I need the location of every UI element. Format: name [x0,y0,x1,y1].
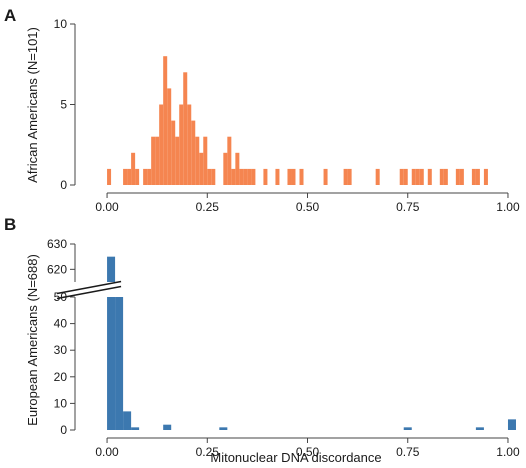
panel-a-bar [163,56,168,186]
panel-a-bar [251,168,256,185]
panel-a-x-tick-label: 0.25 [196,200,220,214]
panel-a-bar [427,168,432,185]
panel-b-y-tick-label: 40 [54,317,68,331]
panel-a-bar [131,152,136,185]
panel-b-bars [106,256,516,430]
panel-b-bar [115,297,124,430]
panel-a-bar [147,168,152,185]
panel-a-bar [403,168,408,185]
panel-b-y-tick-label: 0 [60,423,67,437]
panel-a-bar [419,168,424,185]
panel-a-bar [211,168,216,185]
panel-a-bar [247,168,252,185]
panel-b-axis-break-mark [56,285,122,300]
panel-a-bar [459,168,464,185]
panel-a-bar [175,136,180,185]
panel-a-bar [171,120,176,185]
panel-b-y-tick-label: 10 [54,396,68,410]
panel-b-letter: B [4,215,16,234]
panel-b-bar [123,411,132,430]
panel-b-break-gap [106,283,117,296]
panel-a-x-tick-label: 0.75 [396,200,420,214]
panel-a-bar [291,168,296,185]
panel-a-bar [207,168,212,185]
panel-a: A African Americans (N=101) 0 5 10 0.00 0.25… [4,6,520,214]
panel-a-bar [127,168,132,185]
panel-a-bars [107,56,488,186]
panel-a-y-tick-label: 5 [60,98,67,112]
panel-a-bar [107,168,112,185]
panel-a-bar [263,168,268,185]
panel-b-bar [219,427,228,430]
panel-a-bar [443,168,448,185]
panel-b-y-tick-label: 30 [54,343,68,357]
panel-a-y-tick-label: 0 [60,178,67,192]
panel-b-x-tick-label: 0.25 [196,445,220,459]
panel-a-bar [399,168,404,185]
panel-a-bar [231,168,236,185]
panel-a-bar [411,168,416,185]
panel-a-y-axis-title: African Americans (N=101) [25,27,40,183]
panel-b-y-tick-label-upper: 620 [47,262,67,276]
panel-b-bar [403,427,412,430]
panel-a-bar [223,152,228,185]
panel-a-bar [203,136,208,185]
panel-b-x-tick-label: 1.00 [496,445,520,459]
panel-a-bar [471,168,476,185]
panel-a-bar [179,104,184,185]
panel-a-x-tick-label: 1.00 [496,200,520,214]
panel-a-bar [299,168,304,185]
panel-b-x-tick-label: 0.75 [396,445,420,459]
panel-a-bar [167,88,172,185]
panel-a-bar [143,168,148,185]
panel-b-bar [163,424,172,430]
panel-a-bar [343,168,348,185]
panel-a-y-tick-label: 10 [54,17,68,31]
panel-a-axes: 0 5 10 0.00 0.25 0.50 0.75 1.00 [54,17,520,214]
panel-a-bar [475,168,480,185]
panel-a-bar [347,168,352,185]
panel-b: B European Americans (N=688) 01020304050… [4,215,520,465]
panel-b-bar-upper [107,256,116,282]
panel-a-bar [191,120,196,185]
panel-a-bar [195,136,200,185]
panel-a-bar [323,168,328,185]
panel-b-y-axis-title: European Americans (N=688) [25,254,40,426]
panel-a-bar [187,104,192,185]
panel-a-bar [275,168,280,185]
panel-a-bar [483,168,488,185]
panel-b-x-tick-label: 0.00 [95,445,119,459]
panel-a-bar [183,72,188,185]
panel-a-bar [287,168,292,185]
panel-a-x-tick-label: 0.50 [296,200,320,214]
panel-a-bar [123,168,128,185]
panel-b-bar [475,427,484,430]
panel-a-bar [375,168,380,185]
panel-a-bar [235,152,240,185]
panel-a-bar [455,168,460,185]
panel-b-x-axis-title: Mitonuclear DNA discordance [210,450,381,465]
panel-b-y-tick-label-upper: 630 [47,237,67,251]
panel-a-bar [239,168,244,185]
panel-a-bar [439,168,444,185]
panel-b-axis-break-mark [56,280,122,295]
panel-a-bar [199,152,204,185]
panel-a-bar [227,136,232,185]
panel-a-letter: A [4,6,16,25]
panel-a-bar [155,136,160,185]
panel-a-x-tick-label: 0.00 [95,200,119,214]
panel-b-bar [131,427,140,430]
panel-b-y-tick-label: 20 [54,370,68,384]
panel-a-bar [159,104,164,185]
panel-a-bar [415,168,420,185]
panel-b-x-tick-label: 0.50 [296,445,320,459]
panel-a-bar [151,136,156,185]
panel-b-bar [107,297,116,430]
panel-a-bar [135,168,140,185]
panel-b-bar [507,419,516,430]
panel-a-bar [243,168,248,185]
